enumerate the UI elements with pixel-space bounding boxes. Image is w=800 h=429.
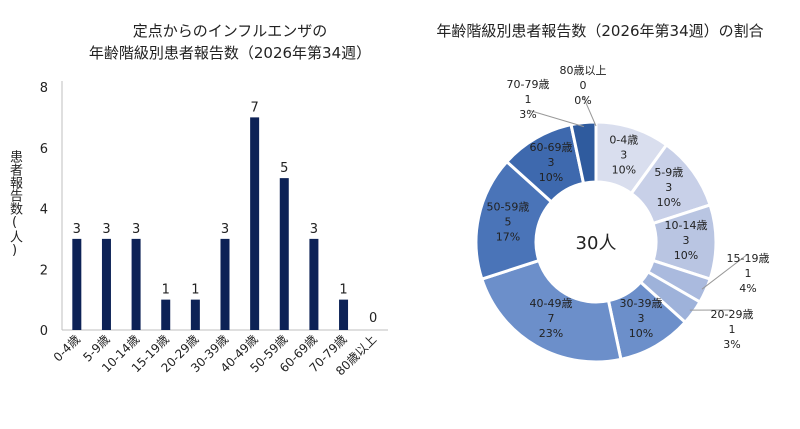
slice-label: 17%: [496, 230, 520, 243]
bar-chart-title: 定点からのインフルエンザの 年齢階級別患者報告数（2026年第34週）: [40, 20, 420, 64]
bar: [101, 238, 111, 330]
outer-slice-label: 3%: [519, 108, 536, 121]
donut-slice: [569, 120, 598, 186]
bar: [190, 299, 200, 330]
bar: [161, 299, 171, 330]
slice-label: 10%: [674, 249, 698, 262]
bar-data-label: 1: [191, 283, 199, 298]
bar-data-label: 7: [250, 100, 258, 115]
bar: [250, 117, 260, 330]
slice-label: 5-9歳: [654, 166, 683, 179]
bar-data-label: 3: [102, 222, 110, 237]
bar: [72, 238, 82, 330]
y-tick-label: 4: [40, 203, 48, 218]
outer-slice-label: 15-19歳: [727, 252, 770, 265]
leader-line: [701, 253, 749, 290]
bar-data-label: 3: [73, 222, 81, 237]
outer-slice-label: 3%: [723, 338, 740, 351]
y-tick-label: 8: [40, 81, 48, 96]
bar: [279, 178, 289, 330]
bar-data-label: 3: [221, 222, 229, 237]
outer-slice-label: 1: [745, 267, 752, 280]
outer-slice-label: 1: [525, 93, 532, 106]
outer-slice-label: 1: [729, 323, 736, 336]
bar-data-label: 0: [369, 311, 377, 326]
slice-label: 3: [665, 181, 672, 194]
slice-label: 0-4歳: [609, 133, 638, 146]
slice-label: 3: [620, 148, 627, 161]
slice-label: 10%: [612, 163, 636, 176]
outer-slice-label: 20-29歳: [711, 308, 754, 321]
leader-line: [582, 95, 597, 127]
outer-slice-label: 4%: [739, 282, 756, 295]
slice-label: 5: [504, 215, 511, 228]
slice-label: 3: [548, 156, 555, 169]
bar-data-label: 1: [162, 283, 170, 298]
outer-slice-label: 0%: [574, 94, 591, 107]
slice-label: 50-59歳: [486, 200, 529, 213]
outer-slice-label: 70-79歳: [507, 78, 550, 91]
bar: [309, 238, 319, 330]
slice-label: 30-39歳: [620, 297, 663, 310]
x-tick-label: 0-4歳: [51, 332, 83, 364]
bar: [131, 238, 141, 330]
donut-slice: [479, 258, 623, 364]
leader-line: [527, 109, 585, 128]
slice-label: 10%: [657, 196, 681, 209]
slice-label: 60-69歳: [530, 141, 573, 154]
donut-center-total: 30人: [576, 233, 617, 254]
slice-label: 10%: [629, 327, 653, 340]
y-tick-label: 6: [40, 142, 48, 157]
bar-data-label: 3: [132, 222, 140, 237]
slice-label: 7: [548, 312, 555, 325]
bar-data-label: 1: [339, 283, 347, 298]
y-axis-label: 患者報告数(人): [7, 150, 22, 258]
slice-label: 3: [683, 234, 690, 247]
bar-chart-title-line2: 年齢階級別患者報告数（2026年第34週）: [88, 44, 372, 62]
slice-label: 3: [638, 312, 645, 325]
slice-label: 23%: [539, 327, 563, 340]
bar: [339, 299, 349, 330]
bar-data-label: 5: [280, 161, 288, 176]
slice-label: 40-49歳: [530, 297, 573, 310]
outer-slice-label: 80歳以上: [560, 64, 607, 77]
bar: [220, 238, 230, 330]
outer-slice-label: 0: [580, 79, 587, 92]
slice-label: 10-14歳: [665, 219, 708, 232]
bar-data-label: 3: [310, 222, 318, 237]
donut-chart-title: 年齢階級別患者報告数（2026年第34週）の割合: [436, 22, 764, 40]
y-tick-label: 0: [40, 324, 48, 339]
bar-chart-title-line1: 定点からのインフルエンザの: [132, 22, 328, 40]
y-tick-label: 2: [40, 263, 48, 278]
slice-label: 10%: [539, 171, 563, 184]
